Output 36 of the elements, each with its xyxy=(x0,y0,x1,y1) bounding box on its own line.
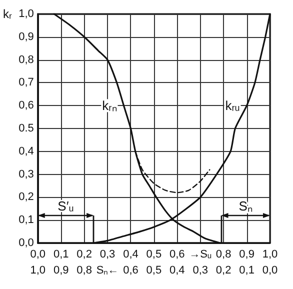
x2-tick-label: 1,0 xyxy=(30,264,46,276)
x-tick-label: 0,9 xyxy=(239,248,254,260)
y-axis-title: kᵣ xyxy=(2,7,12,21)
x2-tick-label: 0,5 xyxy=(146,264,162,276)
y-tick-label: 0,0 xyxy=(18,237,34,249)
x2-tick-label: Sₙ← xyxy=(96,264,119,276)
x-tick-label: 0,6 xyxy=(170,248,185,260)
x2-tick-label: 0,3 xyxy=(192,264,208,276)
x-tick-label: 0,0 xyxy=(30,248,46,260)
x2-tick-label: 0,4 xyxy=(170,264,185,276)
y-tick-label: 0,3 xyxy=(18,168,34,180)
x2-tick-label: 0,9 xyxy=(53,264,69,276)
x2-tick-label: 0,1 xyxy=(239,264,254,276)
x-tick-label: 0,2 xyxy=(76,248,92,260)
x-tick-label: 0,1 xyxy=(53,248,69,260)
y-tick-label: 0.5 xyxy=(18,122,34,134)
y-tick-label: 1,0 xyxy=(18,8,34,20)
y-tick-label: 0,8 xyxy=(18,54,34,66)
x-tick-label: 0,3 xyxy=(100,248,116,260)
x2-tick-label: 0,8 xyxy=(76,264,92,276)
x-tick-label: 0,4 xyxy=(123,248,138,260)
x-tick-label: 0,8 xyxy=(216,248,232,260)
x-tick-label: →Sᵤ xyxy=(189,248,212,260)
y-tick-label: 0,9 xyxy=(18,30,34,43)
x2-tick-label: 0,2 xyxy=(216,264,232,276)
x2-tick-label: 0,0 xyxy=(262,264,278,276)
x-tick-label: 1,0 xyxy=(262,248,278,260)
series-label: kᵣₙ xyxy=(102,98,117,114)
y-tick-label: 0,7 xyxy=(18,76,34,89)
y-tick-label: 0,1 xyxy=(18,214,34,226)
x-tick-label: 0,5 xyxy=(146,248,162,260)
x2-tick-label: 0,6 xyxy=(123,264,138,276)
y-tick-label: 0,2 xyxy=(18,191,34,204)
y-tick-label: 0,4 xyxy=(18,145,34,158)
series-label: kᵣᵤ xyxy=(225,98,240,114)
y-tick-label: 0,6 xyxy=(18,100,34,112)
